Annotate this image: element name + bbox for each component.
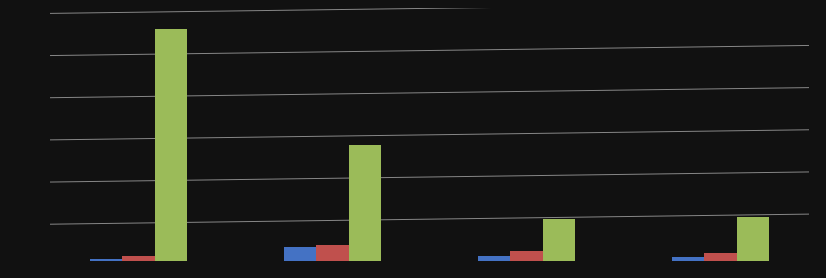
Bar bbox=[154, 29, 187, 261]
Bar bbox=[349, 145, 381, 261]
Bar bbox=[510, 251, 543, 261]
Bar bbox=[122, 256, 154, 261]
Bar bbox=[543, 219, 575, 261]
Bar bbox=[478, 256, 510, 261]
Bar bbox=[737, 217, 769, 261]
Bar bbox=[284, 247, 316, 261]
Bar bbox=[90, 259, 122, 261]
Bar bbox=[316, 245, 349, 261]
Bar bbox=[672, 257, 705, 261]
Bar bbox=[705, 253, 737, 261]
